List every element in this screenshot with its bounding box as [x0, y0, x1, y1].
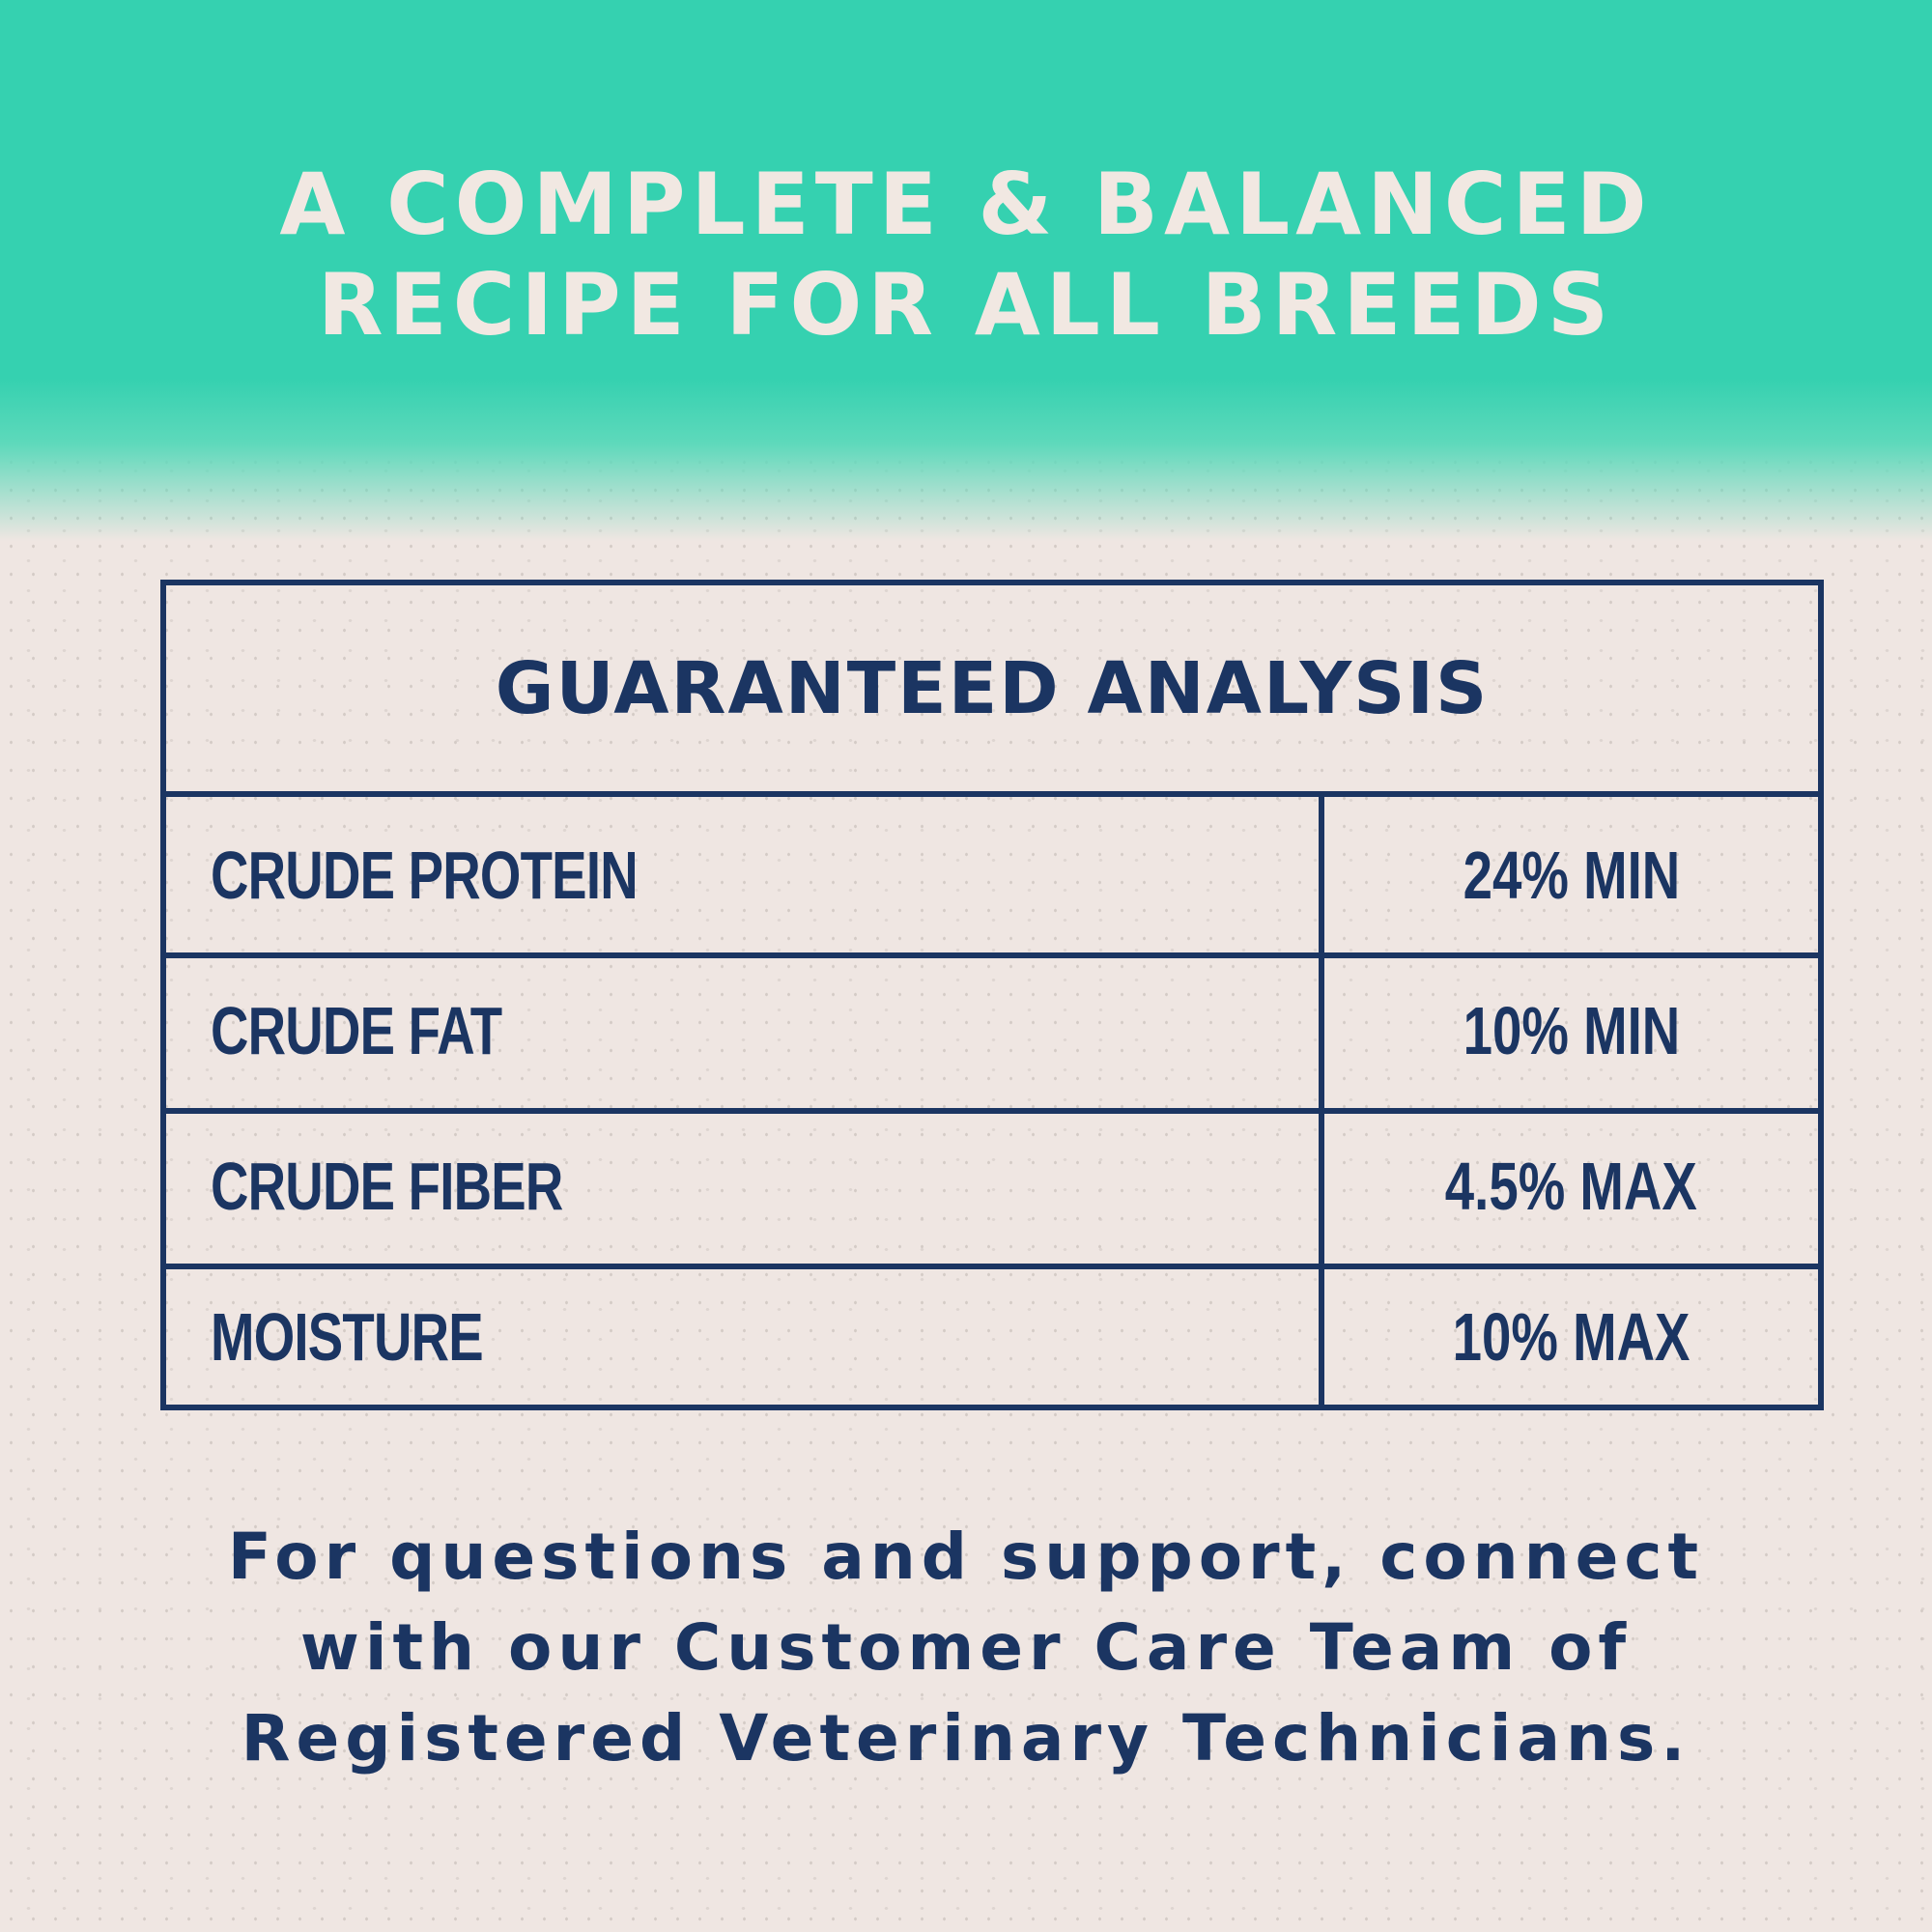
headline: A COMPLETE & BALANCED RECIPE FOR ALL BRE… — [0, 155, 1932, 355]
nutrient-value: 10% MIN — [1319, 952, 1818, 1108]
guaranteed-analysis-table: GUARANTEED ANALYSIS CRUDE PROTEIN 24% MI… — [160, 580, 1824, 1410]
nutrient-label: MOISTURE — [211, 1299, 484, 1375]
table-row: MOISTURE 10% MAX — [166, 1264, 1818, 1410]
teal-paint-banner — [0, 0, 1932, 541]
nutrient-label: CRUDE FIBER — [211, 1148, 563, 1224]
table-row: CRUDE FIBER 4.5% MAX — [166, 1108, 1818, 1269]
support-line-2: with our Customer Care Team of — [299, 1610, 1633, 1685]
nutrient-value: 24% MIN — [1319, 797, 1818, 952]
headline-line-1: A COMPLETE & BALANCED — [279, 155, 1653, 254]
table-row: CRUDE PROTEIN 24% MIN — [166, 797, 1818, 958]
table-row: CRUDE FAT 10% MIN — [166, 952, 1818, 1114]
nutrient-label: CRUDE FAT — [211, 992, 502, 1068]
nutrient-label: CRUDE PROTEIN — [211, 837, 639, 913]
support-line-1: For questions and support, connect — [227, 1520, 1705, 1594]
nutrient-value: 4.5% MAX — [1319, 1108, 1818, 1264]
table-title: GUARANTEED ANALYSIS — [166, 585, 1818, 797]
support-line-3: Registered Veterinary Technicians. — [241, 1701, 1691, 1776]
support-message: For questions and support, connect with … — [0, 1512, 1932, 1784]
nutrient-value: 10% MAX — [1319, 1264, 1818, 1410]
headline-line-2: RECIPE FOR ALL BREEDS — [317, 255, 1615, 355]
